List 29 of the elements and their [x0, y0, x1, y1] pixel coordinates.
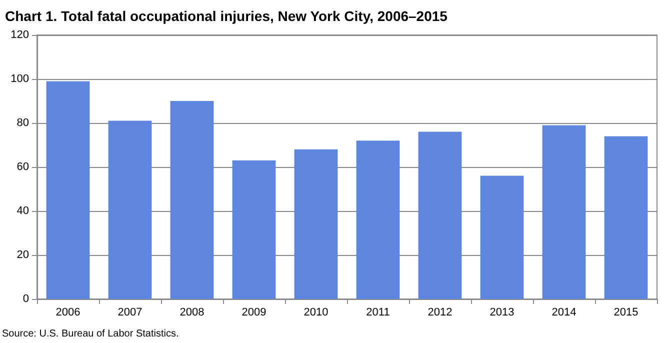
x-tick-label: 2012: [428, 306, 452, 318]
chart-title: Chart 1. Total fatal occupational injuries, New York City, 2006–2015: [5, 8, 448, 24]
bar: [232, 160, 276, 299]
bar: [480, 176, 524, 299]
y-tick-label: 80: [16, 117, 29, 129]
bar: [418, 132, 462, 299]
y-tick-label: 40: [16, 205, 29, 217]
x-tick-label: 2013: [490, 306, 514, 318]
bar: [604, 136, 648, 299]
x-tick-label: 2014: [552, 306, 576, 318]
y-tick-label: 100: [10, 73, 29, 85]
y-tick-label: 60: [16, 161, 29, 173]
bar: [46, 81, 90, 299]
bar: [542, 125, 586, 299]
bar: [108, 120, 152, 299]
bar: [356, 140, 400, 299]
x-tick-label: 2009: [242, 306, 266, 318]
source-note: Source: U.S. Bureau of Labor Statistics.: [2, 328, 179, 340]
x-tick-label: 2006: [56, 306, 80, 318]
x-tick-label: 2011: [366, 306, 390, 318]
x-tick-label: 2010: [304, 306, 328, 318]
y-tick-label: 120: [10, 29, 29, 41]
bar: [294, 149, 338, 299]
y-tick-label: 20: [16, 249, 29, 261]
bar: [170, 101, 214, 299]
x-tick-label: 2015: [614, 306, 638, 318]
x-tick-label: 2008: [180, 306, 204, 318]
y-tick-label: 0: [22, 293, 29, 305]
x-tick-label: 2007: [118, 306, 142, 318]
